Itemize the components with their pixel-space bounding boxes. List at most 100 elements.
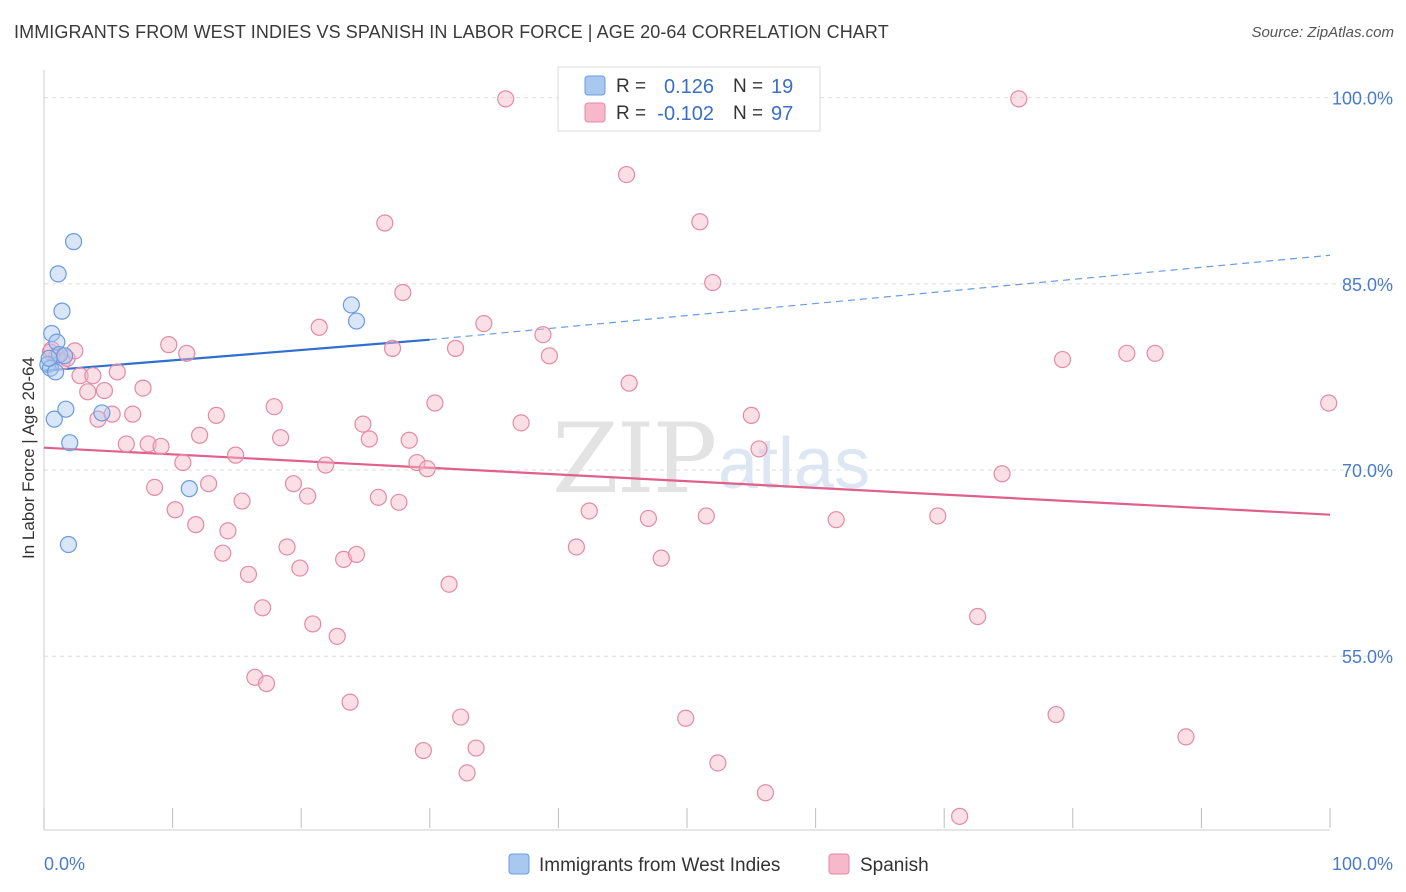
point-spanish	[1320, 394, 1338, 412]
chart-title: IMMIGRANTS FROM WEST INDIES VS SPANISH I…	[14, 22, 889, 42]
point-spanish	[620, 374, 638, 392]
point-spanish	[993, 465, 1011, 483]
point-spanish	[390, 493, 408, 511]
point-spanish	[79, 383, 97, 401]
point-spanish	[178, 344, 196, 362]
point-spanish	[383, 339, 402, 357]
point-spanish	[304, 615, 322, 633]
point-spanish	[1010, 90, 1028, 108]
point-spanish	[284, 475, 303, 493]
point-spanish	[929, 507, 947, 525]
legend-r-label-west-indies: R =	[616, 76, 646, 97]
point-west-indies	[59, 535, 78, 554]
point-spanish	[827, 511, 845, 529]
point-spanish	[951, 807, 969, 825]
y-tick-label: 70.0%	[1342, 461, 1393, 481]
legend-n-label-spanish: N =	[733, 103, 763, 124]
legend-n-value-spanish: 97	[771, 103, 793, 125]
point-spanish	[704, 273, 722, 292]
trend-line-west-indies	[43, 338, 430, 372]
point-west-indies	[49, 265, 67, 283]
point-west-indies	[347, 312, 366, 330]
point-spanish	[310, 318, 328, 336]
bottom-legend-label-west-indies: Immigrants from West Indies	[539, 855, 780, 876]
point-spanish	[418, 460, 436, 478]
point-spanish	[257, 674, 276, 693]
legend-r-value-west-indies: 0.126	[664, 76, 714, 98]
data-points	[39, 90, 1338, 825]
point-spanish	[756, 784, 775, 802]
source-label: Source: ZipAtlas.com	[1251, 24, 1394, 41]
point-spanish	[750, 440, 768, 458]
legend-r-value-spanish: -0.102	[657, 103, 714, 125]
point-spanish	[580, 502, 598, 520]
point-spanish	[124, 405, 142, 423]
point-spanish	[71, 367, 89, 385]
point-spanish	[95, 381, 114, 400]
point-west-indies	[43, 324, 61, 343]
point-spanish	[134, 379, 152, 397]
point-spanish	[534, 326, 552, 344]
point-spanish	[160, 336, 178, 354]
point-spanish	[512, 414, 530, 432]
trend-line-spanish	[43, 446, 1331, 516]
y-tick-label: 55.0%	[1342, 647, 1393, 667]
point-spanish	[1053, 350, 1072, 369]
point-west-indies	[45, 410, 63, 428]
point-spanish	[139, 435, 157, 453]
point-west-indies	[40, 349, 58, 367]
point-spanish	[354, 415, 372, 433]
legend-swatch-west-indies	[584, 75, 606, 96]
point-spanish	[174, 453, 192, 472]
point-spanish	[108, 363, 126, 381]
point-spanish	[227, 446, 245, 464]
point-spanish	[254, 599, 272, 617]
point-spanish	[328, 627, 346, 645]
point-spanish	[152, 437, 170, 456]
point-spanish	[639, 509, 658, 528]
point-west-indies	[53, 302, 71, 320]
point-spanish	[317, 456, 335, 474]
point-spanish	[446, 339, 465, 357]
point-spanish	[440, 575, 458, 593]
point-spanish	[335, 550, 353, 568]
legend-n-value-west-indies: 19	[771, 76, 793, 98]
point-spanish	[347, 545, 366, 564]
point-spanish	[1146, 344, 1164, 362]
point-spanish	[467, 739, 485, 757]
point-spanish	[1047, 705, 1065, 724]
y-tick-label: 85.0%	[1342, 275, 1393, 295]
point-spanish	[278, 538, 296, 556]
x-tick-label: 100.0%	[1332, 854, 1393, 874]
trend-lines	[43, 254, 1331, 516]
series-legend: Immigrants from West Indies Spanish	[508, 853, 929, 876]
point-west-indies	[57, 400, 75, 418]
point-spanish	[233, 492, 251, 510]
point-spanish	[219, 522, 237, 540]
point-spanish	[265, 398, 283, 416]
point-spanish	[709, 754, 727, 772]
point-spanish	[84, 367, 102, 385]
point-spanish	[187, 516, 205, 534]
bottom-legend-swatch-spanish	[828, 853, 850, 875]
point-spanish	[272, 429, 290, 447]
point-spanish	[360, 430, 378, 448]
point-spanish	[166, 501, 184, 519]
legend-r-label-spanish: R =	[616, 103, 646, 124]
watermark: ZIP atlas	[552, 403, 870, 515]
point-spanish	[214, 544, 232, 562]
point-spanish	[691, 213, 709, 231]
point-spanish	[426, 394, 444, 412]
watermark-atlas: atlas	[718, 424, 870, 504]
legend-n-label-west-indies: N =	[733, 76, 763, 97]
point-spanish	[617, 165, 636, 184]
point-spanish	[394, 283, 412, 302]
trend-line-west-indies-extension	[429, 254, 1331, 341]
point-spanish	[697, 507, 715, 525]
point-west-indies	[61, 434, 79, 452]
x-tick-labels: 0.0% 100.0%	[44, 854, 1393, 874]
point-spanish	[207, 406, 225, 424]
point-spanish	[299, 487, 317, 505]
point-spanish	[341, 693, 359, 711]
